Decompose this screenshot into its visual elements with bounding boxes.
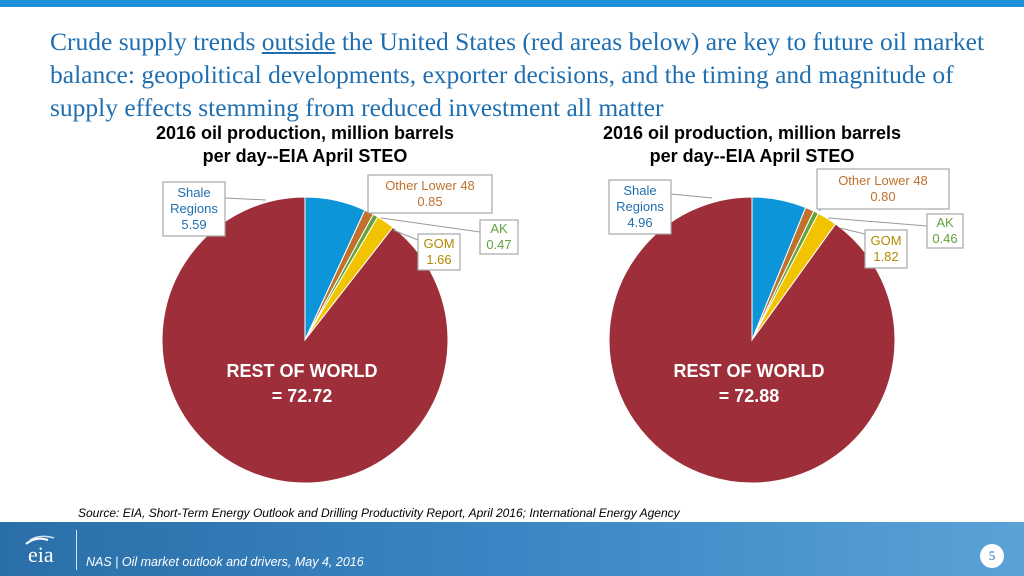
top-accent-bar: [0, 0, 1024, 7]
data-label-value: 1.66: [426, 252, 451, 267]
data-label-name: REST OF WORLD: [674, 361, 825, 381]
leader-line: [392, 229, 419, 241]
callout-box: [926, 213, 964, 249]
chart-title: 2016 oil production, million barrels per…: [90, 122, 520, 168]
chart-title: 2016 oil production, million barrels per…: [537, 122, 967, 168]
data-label-name: Shale: [623, 183, 656, 198]
footer-text: NAS | Oil market outlook and drivers, Ma…: [86, 555, 364, 569]
headline-part1: Crude supply trends: [50, 27, 262, 56]
callout-ak: AK0.46: [827, 213, 964, 249]
callout-ak: AK0.47: [380, 217, 519, 255]
callout-box: [417, 233, 461, 271]
callout-box: [367, 174, 493, 214]
pie-chart-left: 2016 oil production, million barrels per…: [90, 122, 520, 492]
callout-other-lower-48: Other Lower 480.80: [816, 168, 950, 212]
callout-box: [608, 179, 672, 235]
chart-title-line2: per day--EIA April STEO: [649, 146, 855, 166]
leader-line: [827, 217, 928, 227]
leader-line: [380, 217, 481, 233]
callout-box: [816, 168, 950, 210]
page-number: 5: [980, 544, 1004, 568]
data-label-name: Shale: [177, 185, 210, 200]
data-label-name: Other Lower 48: [385, 178, 475, 193]
data-label-value: 0.47: [486, 237, 511, 252]
leader-line: [839, 227, 866, 235]
pie-chart-right: 2016 oil production, million barrels per…: [537, 122, 967, 492]
data-label-name: AK: [490, 221, 508, 236]
headline-underlined-word: outside: [261, 27, 336, 56]
data-label-value: 1.82: [873, 249, 898, 264]
data-label-value: 4.96: [627, 215, 652, 230]
callout-box: [162, 181, 226, 237]
pie-slice-rest-of-world: [608, 196, 896, 484]
data-label-name: AK: [936, 215, 954, 230]
data-label-value: 0.80: [870, 189, 895, 204]
data-label-value: 0.85: [417, 194, 442, 209]
data-label-name: Regions: [616, 199, 664, 214]
data-label-name: Other Lower 48: [838, 173, 928, 188]
footer-bar: eia NAS | Oil market outlook and drivers…: [0, 522, 1024, 576]
callout-box: [479, 219, 519, 255]
svg-text:eia: eia: [28, 542, 54, 566]
data-label-name: GOM: [870, 233, 901, 248]
data-label-value: 0.46: [932, 231, 957, 246]
data-label-value: = 72.88: [719, 386, 780, 406]
data-label-value: 5.59: [181, 217, 206, 232]
leader-line: [224, 197, 267, 201]
headline-part2: the United States (red areas below) are …: [50, 27, 985, 122]
data-label-name: REST OF WORLD: [227, 361, 378, 381]
data-label-name: GOM: [423, 236, 454, 251]
footer-divider: [76, 530, 77, 570]
slide-headline: Crude supply trends outside the United S…: [50, 25, 1010, 124]
callout-box: [864, 229, 908, 269]
callout-other-lower-48: Other Lower 480.85: [367, 174, 493, 214]
eia-logo-icon: eia: [25, 535, 55, 566]
pie-slice-rest-of-world: [161, 196, 449, 484]
chart-title-line1: 2016 oil production, million barrels: [155, 123, 455, 143]
leader-line: [670, 193, 713, 199]
data-label-name: Regions: [170, 201, 218, 216]
source-note: Source: EIA, Short-Term Energy Outlook a…: [78, 506, 680, 520]
chart-title-line1: 2016 oil production, million barrels: [602, 123, 902, 143]
chart-title-line2: per day--EIA April STEO: [202, 146, 408, 166]
data-label-value: = 72.72: [272, 386, 333, 406]
